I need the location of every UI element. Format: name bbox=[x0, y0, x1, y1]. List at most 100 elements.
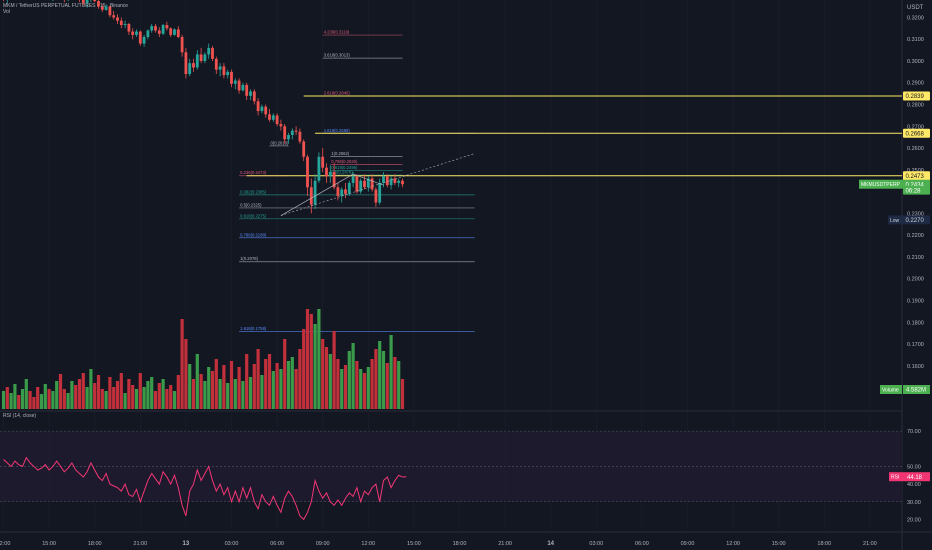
candle bbox=[374, 187, 378, 207]
fib-level-label: 1.618(0.2668) bbox=[324, 128, 351, 133]
fib-level-label: 0.786(0.2188) bbox=[240, 232, 267, 237]
fib-level[interactable]: 4.236(0.3119) bbox=[322, 30, 403, 36]
trend-lines[interactable] bbox=[280, 153, 475, 216]
candle-body bbox=[218, 66, 222, 70]
volume-bar bbox=[108, 377, 112, 409]
trend-line[interactable] bbox=[280, 173, 354, 216]
candle-body bbox=[165, 25, 169, 29]
volume-bar bbox=[397, 361, 401, 409]
volume-bar bbox=[214, 359, 218, 409]
symbol-tag-bg bbox=[859, 179, 903, 189]
candle-body bbox=[355, 176, 359, 192]
volume-bar bbox=[294, 369, 298, 409]
volume-tag: Volume 4.582M bbox=[880, 385, 930, 394]
price-badge-bg bbox=[903, 185, 930, 195]
candle-body bbox=[347, 182, 351, 194]
fib-level[interactable]: 3.618(0.3013) bbox=[322, 53, 403, 59]
volume-bar bbox=[32, 397, 36, 409]
horizontal-lines[interactable] bbox=[246, 95, 902, 177]
fib-levels[interactable]: 4.236(0.3119) 3.618(0.3013) 2.618(0.2840) 1… bbox=[239, 30, 475, 332]
trend-line[interactable] bbox=[352, 173, 384, 186]
volume-bar bbox=[188, 364, 192, 409]
candle bbox=[119, 17, 123, 29]
volume-bar bbox=[351, 343, 355, 409]
candle bbox=[123, 20, 127, 29]
volume-bar bbox=[370, 359, 374, 409]
candle-body bbox=[233, 80, 237, 84]
candle bbox=[385, 174, 389, 188]
low-tag-text: Low bbox=[890, 218, 900, 224]
trend-line-dashed[interactable] bbox=[280, 153, 475, 216]
time-tick-label: 09:00 bbox=[681, 541, 695, 547]
fib-level[interactable]: 1.618(0.1758) bbox=[239, 326, 475, 332]
time-tick-label: 12:00 bbox=[361, 541, 375, 547]
volume-bar bbox=[112, 387, 116, 409]
candle-body bbox=[309, 187, 313, 205]
rsi-line bbox=[3, 456, 407, 521]
volume-bar bbox=[123, 393, 127, 409]
candle bbox=[370, 174, 374, 192]
volume-bar bbox=[161, 379, 165, 409]
volume-bar bbox=[279, 369, 283, 409]
price-tick-label: 0.1900 bbox=[907, 298, 924, 304]
fib-level[interactable]: 1(0.2562) bbox=[330, 151, 403, 157]
candle bbox=[279, 119, 283, 131]
fib-level[interactable]: 0(0.2610) bbox=[269, 140, 290, 147]
candle bbox=[127, 22, 131, 35]
fib-level[interactable]: 0.5(0.2325) bbox=[239, 202, 475, 209]
symbol-title[interactable]: MKM / TetherUS PERPETUAL FUTURES · 15 · … bbox=[3, 3, 129, 9]
candle bbox=[230, 69, 233, 88]
volume-indicator-label[interactable]: Vol bbox=[3, 9, 10, 15]
fib-level-label: 1(0.2562) bbox=[331, 151, 350, 156]
candle bbox=[271, 113, 275, 122]
volume-bar bbox=[256, 349, 260, 409]
fib-level[interactable]: 0.5(0.2476) bbox=[330, 170, 403, 176]
candle bbox=[195, 50, 199, 70]
volume-bar bbox=[283, 339, 287, 409]
candle-body bbox=[176, 29, 180, 38]
volume-bar bbox=[43, 384, 47, 409]
rsi-tag-bg bbox=[889, 472, 903, 482]
volume-bar bbox=[229, 361, 234, 409]
price-tick-label: 0.1600 bbox=[907, 364, 924, 370]
fib-level[interactable]: 0.382(0.2385) bbox=[239, 189, 475, 196]
candle bbox=[321, 148, 325, 173]
candle bbox=[397, 178, 401, 188]
volume-value-text: 4.582M bbox=[906, 388, 926, 394]
fib-level-label: 0.5(0.2325) bbox=[240, 202, 262, 207]
volume-bar bbox=[305, 309, 310, 409]
volume-bar bbox=[180, 319, 184, 409]
candle-body bbox=[283, 126, 287, 140]
candle bbox=[169, 27, 173, 38]
volume-bar bbox=[176, 375, 180, 409]
volume-bar bbox=[17, 395, 21, 409]
rsi-legend[interactable]: RSI (14, close) bbox=[3, 413, 37, 419]
candle-body bbox=[393, 178, 397, 183]
fib-level[interactable]: 1(0.2078) bbox=[239, 256, 475, 263]
rsi-axis[interactable]: 70.00 50.00 40.00 30.00 20.00 RSI 44.18 bbox=[889, 429, 930, 523]
candle-body bbox=[119, 20, 123, 26]
fib-level[interactable]: 0.618(0.2275) bbox=[239, 213, 475, 220]
time-axis[interactable]: 12:00 15:00 18:00 21:00 13 03:00 06:00 09:00 12:… bbox=[0, 541, 877, 547]
candle-body bbox=[268, 114, 271, 120]
candle-body bbox=[112, 15, 116, 18]
fib-level-label: 2.618(0.2840) bbox=[324, 90, 351, 95]
price-badge-bg bbox=[903, 128, 930, 138]
low-tag: Low bbox=[888, 215, 903, 225]
candle-body bbox=[123, 23, 127, 26]
candle bbox=[104, 4, 108, 11]
price-badge-text: 0.2270 bbox=[906, 218, 925, 224]
candle bbox=[249, 89, 252, 101]
fib-level[interactable]: 0.786(0.2188) bbox=[239, 232, 475, 239]
rsi-band-fill bbox=[0, 431, 902, 502]
candle-body bbox=[290, 130, 294, 135]
price-badge: 0.2668 bbox=[903, 128, 930, 138]
candle-body bbox=[328, 172, 332, 177]
fib-level[interactable]: 0.786(0.2525) bbox=[330, 159, 403, 165]
volume-bar bbox=[74, 385, 78, 409]
volume-bar bbox=[184, 339, 188, 409]
volume-bar bbox=[389, 335, 393, 409]
fib-level[interactable]: 0.618(0.2496) bbox=[330, 165, 403, 172]
candle-body bbox=[344, 189, 347, 194]
